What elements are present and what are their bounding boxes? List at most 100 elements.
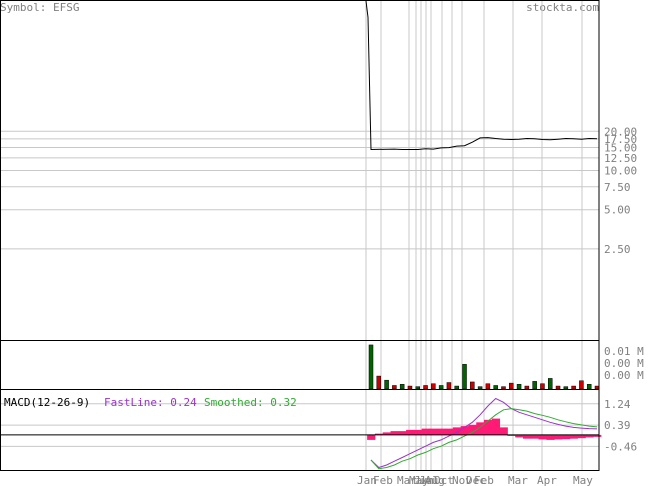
- macd-hist-bar-13: [468, 424, 477, 435]
- volume-bar-17: [501, 386, 506, 390]
- macd-hist-bar-12: [460, 426, 469, 435]
- volume-bar-23: [547, 378, 553, 390]
- volume-bar-20: [524, 385, 530, 390]
- macd-hist-bar-25: [561, 434, 571, 440]
- price-gridlines: [1, 130, 599, 250]
- price-tick-1: 17.50: [604, 133, 637, 146]
- macd-hist-bar-24: [554, 434, 563, 440]
- macd-histogram: [367, 418, 602, 440]
- macd-hist-bar-21: [530, 434, 540, 439]
- x-label-5: Jul: [419, 474, 439, 486]
- volume-bar-10: [446, 382, 452, 390]
- site-label: stockta.com: [526, 1, 599, 14]
- macd-hist-bar-10: [445, 428, 454, 435]
- macd-hist-bar-27: [577, 434, 586, 439]
- price-series-line: [365, 0, 598, 151]
- volume-bar-7: [423, 385, 428, 390]
- volume-tick-1: 0.00 M: [604, 357, 644, 370]
- x-label-1: Feb: [373, 474, 393, 486]
- macd-hist-bar-23: [546, 434, 555, 440]
- price-tick-3: 12.50: [604, 152, 637, 165]
- macd-tick-2: -0.46: [604, 440, 637, 453]
- volume-bar-0: [368, 344, 374, 390]
- price-tick-7: 2.50: [604, 243, 631, 256]
- macd-hist-bar-29: [593, 434, 602, 437]
- macd-hist-bar-26: [569, 434, 578, 439]
- macd-hist-bar-8: [429, 428, 438, 435]
- macd-hist-bar-1: [374, 433, 384, 435]
- macd-hist-bar-19: [515, 434, 524, 438]
- volume-bar-4: [399, 384, 405, 390]
- volume-bar-15: [485, 383, 491, 390]
- x-label-11: Mar: [508, 474, 528, 486]
- macd-hist-bar-2: [382, 432, 391, 435]
- x-label-2: Mar: [397, 474, 417, 486]
- macd-hist-bar-5: [406, 429, 415, 435]
- macd-hist-bar-14: [476, 422, 485, 435]
- macd-hist-bar-16: [491, 418, 501, 435]
- volume-bar-2: [384, 379, 389, 390]
- macd-hist-bar-17: [499, 427, 508, 435]
- macd-title: MACD(12-26-9): [4, 396, 90, 409]
- volume-bar-27: [579, 380, 584, 390]
- smoothed-legend: Smoothed: 0.32: [204, 396, 297, 409]
- macd-hist-bar-28: [585, 434, 594, 438]
- volume-bar-8: [431, 383, 436, 390]
- volume-bar-29: [594, 385, 600, 390]
- volume-tick-2: 0.00 M: [604, 369, 644, 382]
- volume-axis-ticks: 0.01 M0.00 M0.00 M: [604, 345, 644, 382]
- macd-hist-bar-20: [522, 434, 532, 439]
- macd-hist-bar-4: [398, 431, 407, 435]
- x-label-7: Oct: [434, 474, 454, 486]
- volume-bars: [368, 344, 600, 390]
- symbol-label: Symbol: EFSG: [0, 1, 79, 14]
- macd-gridlines: [1, 403, 599, 447]
- macd-hist-bar-9: [437, 428, 446, 435]
- volume-bar-25: [563, 386, 569, 390]
- volume-bar-16: [493, 385, 498, 390]
- x-label-13: May: [573, 474, 593, 486]
- volume-bar-18: [509, 382, 514, 390]
- volume-bar-24: [555, 385, 561, 390]
- macd-hist-bar-0: [367, 434, 376, 440]
- smoothed-line-series: [370, 408, 598, 470]
- volume-bar-21: [532, 381, 537, 390]
- macd-hist-bar-7: [421, 428, 430, 435]
- volume-bar-26: [571, 385, 576, 390]
- vertical-gridlines: [365, 1, 583, 470]
- macd-panel-frame: [0, 389, 600, 471]
- macd-tick-0: 1.24: [604, 398, 631, 411]
- volume-bar-19: [516, 384, 522, 390]
- x-label-6: Aug: [425, 474, 445, 486]
- volume-bar-1: [376, 375, 382, 390]
- volume-bar-3: [392, 385, 397, 390]
- price-tick-0: 20.00: [604, 125, 637, 138]
- volume-panel-frame: [0, 340, 600, 390]
- volume-bar-13: [470, 381, 475, 390]
- volume-bar-28: [586, 384, 592, 390]
- fast-line-legend: FastLine: 0.24: [104, 396, 197, 409]
- fast-line-series: [370, 397, 598, 469]
- price-tick-6: 5.00: [604, 204, 631, 217]
- volume-bar-14: [477, 386, 483, 390]
- price-tick-2: 15.00: [604, 142, 637, 155]
- macd-hist-bar-6: [413, 429, 423, 435]
- volume-bar-12: [462, 364, 467, 390]
- price-tick-5: 7.50: [604, 181, 631, 194]
- x-label-8: Nov: [452, 474, 472, 486]
- macd-hist-bar-15: [484, 419, 493, 435]
- x-label-10: Feb: [474, 474, 494, 486]
- x-label-4: Jun: [414, 474, 434, 486]
- x-label-9: Dec: [466, 474, 486, 486]
- volume-bar-5: [407, 385, 413, 390]
- x-label-3: May: [409, 474, 429, 486]
- volume-bar-9: [438, 385, 444, 390]
- price-tick-4: 10.00: [604, 165, 637, 178]
- volume-bar-11: [454, 385, 459, 390]
- macd-axis-ticks: 1.24 0.39 -0.46: [604, 398, 637, 454]
- volume-bar-6: [415, 386, 421, 390]
- macd-hist-bar-3: [390, 431, 399, 435]
- volume-bar-22: [540, 383, 545, 390]
